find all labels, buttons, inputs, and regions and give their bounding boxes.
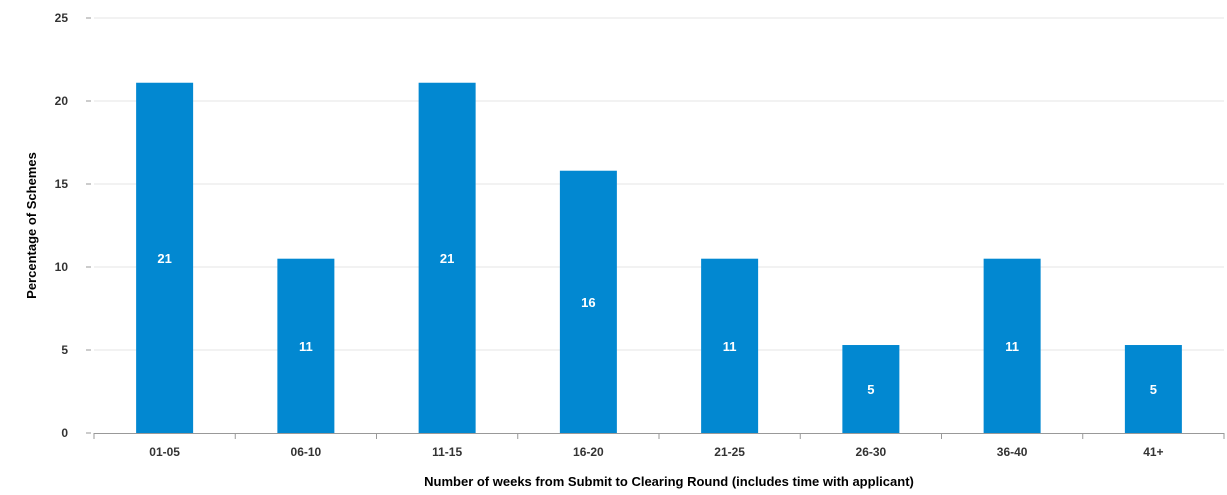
data-label: 16	[581, 295, 595, 310]
bar-36-40	[983, 258, 1041, 433]
data-label: 21	[440, 251, 454, 266]
data-label: 11	[299, 339, 313, 354]
x-tick-label: 16-20	[573, 445, 604, 459]
grid-lines	[94, 17, 1224, 351]
x-axis: 01-05 06-10 11-15 16-20 21-25 26-30 36-40 41+	[93, 433, 1225, 459]
bars: 21 11 21 16 11 5 11 5	[136, 82, 1182, 434]
y-tick-label: 15	[55, 177, 69, 191]
bar-26-30	[842, 345, 900, 433]
x-tick-label: 06-10	[291, 445, 322, 459]
data-label: 5	[1150, 382, 1157, 397]
y-tick-label: 25	[55, 11, 69, 25]
x-tick-label: 21-25	[714, 445, 745, 459]
bar-01-05	[136, 82, 194, 434]
x-tick-label: 01-05	[149, 445, 180, 459]
y-axis: 0 5 10 15 20 25	[55, 11, 91, 440]
bar-21-25	[701, 258, 759, 433]
x-tick-label: 11-15	[432, 445, 462, 459]
x-axis-title: Number of weeks from Submit to Clearing …	[424, 474, 914, 489]
bar-16-20	[559, 170, 617, 433]
bar-41+	[1124, 345, 1182, 433]
y-tick-label: 0	[61, 426, 68, 440]
y-axis-title: Percentage of Schemes	[24, 152, 39, 299]
y-tick-label: 20	[55, 94, 69, 108]
y-tick-label: 5	[61, 343, 68, 357]
data-label: 11	[723, 339, 737, 354]
x-tick-label: 41+	[1143, 445, 1163, 459]
y-tick-label: 10	[55, 260, 69, 274]
bar-06-10	[277, 258, 335, 433]
x-tick-label: 26-30	[856, 445, 887, 459]
data-label: 5	[867, 382, 874, 397]
data-label: 11	[1005, 339, 1019, 354]
bar-11-15	[418, 82, 476, 434]
x-tick-label: 36-40	[997, 445, 1028, 459]
data-label: 21	[157, 251, 171, 266]
